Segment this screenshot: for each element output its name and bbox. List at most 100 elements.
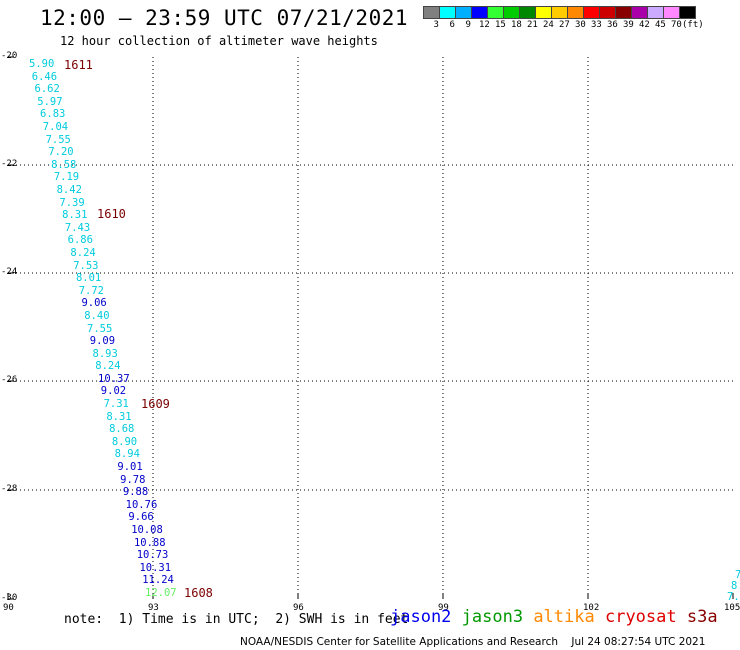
pass-time-label: 1611 [64, 58, 93, 72]
colorbar-label: 15 [495, 20, 506, 30]
wave-height-value: 8. [731, 580, 740, 592]
colorbar-swatch [423, 6, 440, 19]
wave-height-value: 10.08 [131, 524, 163, 537]
wave-height-value: 6.46 [31, 70, 58, 83]
pass-time-label: 1608 [184, 586, 213, 600]
colorbar-swatch [519, 6, 536, 19]
wave-height-value: 11.24 [142, 574, 174, 587]
wave-height-value: 10.76 [125, 498, 158, 511]
wave-height-value: 7.43 [64, 221, 91, 234]
wave-height-value: 8.40 [84, 309, 110, 322]
wave-height-value: 8.01 [75, 272, 102, 285]
wave-height-value: 8.58 [51, 158, 77, 171]
colorbar-swatch [615, 6, 632, 19]
legend-cryosat: cryosat [604, 607, 687, 627]
graticule-grid [7, 56, 734, 600]
wave-height-value: 9.78 [120, 473, 146, 486]
wave-height-value: 6.62 [34, 83, 60, 96]
colorbar-swatch [679, 6, 696, 19]
colorbar-swatch [471, 6, 488, 19]
colorbar-swatch [535, 6, 552, 19]
wave-height-value: 7.7 [727, 591, 740, 603]
wave-height-value: 8.24 [70, 246, 96, 259]
lat-label: -20 [1, 51, 18, 61]
colorbar-swatch [663, 6, 680, 19]
wave-height-value: 7.04 [42, 120, 69, 133]
units-note: note: 1) Time is in UTC; 2) SWH is in fe… [64, 612, 409, 627]
colorbar-label: 27 [559, 20, 570, 30]
colorbar-swatch [647, 6, 664, 19]
colorbar-label: 9 [465, 20, 471, 30]
colorbar-label: 45 [655, 20, 666, 30]
wave-height-value: 7 [735, 569, 740, 581]
wave-height-value: 8.93 [92, 347, 118, 360]
colorbar-label: 30 [575, 20, 586, 30]
wave-height-value: 8.68 [109, 423, 135, 436]
wave-height-value: 9.01 [117, 461, 143, 474]
colorbar-swatch [551, 6, 568, 19]
wave-height-value: 9.09 [89, 335, 116, 348]
map-title: 12:00 – 23:59 UTC 07/21/2021 [40, 6, 409, 30]
colorbar-swatch [567, 6, 584, 19]
wave-height-value: 9.66 [128, 511, 154, 524]
lat-label: -28 [1, 484, 18, 494]
colorbar-swatch [631, 6, 648, 19]
wave-height-value: 10.31 [139, 561, 172, 574]
colorbar-swatch [599, 6, 616, 19]
lat-label: -22 [1, 159, 18, 169]
colorbar-label: 24 [543, 20, 554, 30]
colorbar-label: 36 [607, 20, 618, 30]
lat-label: -24 [1, 267, 18, 277]
colorbar-label: 12 [479, 20, 490, 30]
legend-jason3: jason3 [461, 607, 534, 627]
lat-label: -30 [1, 593, 18, 603]
wave-height-value: 10.37 [98, 372, 130, 385]
wave-height-value: 9.02 [100, 385, 127, 398]
wave-height-value: 9.06 [81, 297, 107, 310]
colorbar-label: 18 [511, 20, 522, 30]
colorbar-label: 42 [639, 20, 650, 30]
wave-height-value: 7.31 [103, 398, 129, 411]
colorbar-swatch [583, 6, 600, 19]
map-subtitle: 12 hour collection of altimeter wave hei… [60, 34, 378, 48]
colorbar-label: 6 [449, 20, 455, 30]
satellite-legend: jason2 jason3 altika cryosat s3a [390, 607, 718, 627]
colorbar-label: 39 [623, 20, 634, 30]
wave-height-value: 5.90 [29, 58, 55, 70]
wave-height-value: 8.94 [114, 448, 140, 461]
lon-label: 90 [3, 603, 14, 613]
wave-height-value: 10.73 [136, 549, 169, 562]
legend-s3a: s3a [686, 607, 718, 627]
wave-height-value: 5.97 [37, 95, 63, 108]
wave-height-value: 7.20 [48, 146, 74, 159]
wave-height-value: 7.55 [45, 133, 71, 146]
colorbar-label: (ft) [682, 20, 704, 30]
wave-height-value: 7.55 [87, 322, 113, 335]
wave-height-value: 7.72 [78, 284, 104, 297]
wave-height-colorbar [423, 6, 696, 19]
lon-label: 99 [438, 603, 449, 613]
colorbar-label: 70 [671, 20, 682, 30]
wave-height-value: 7.19 [53, 171, 80, 184]
footer-credit: NOAA/NESDIS Center for Satellite Applica… [240, 636, 706, 648]
colorbar-swatch [455, 6, 472, 19]
colorbar-swatch [503, 6, 520, 19]
pass-time-label: 1609 [141, 397, 170, 411]
wave-height-value: 8.42 [56, 183, 82, 196]
wave-height-value: 8.24 [95, 360, 121, 373]
wave-height-value: 8.90 [111, 435, 138, 448]
wave-height-value: 6.86 [67, 234, 93, 247]
lat-label: -26 [1, 375, 18, 385]
wave-height-value: 8.31 [62, 209, 88, 222]
lon-label: 93 [148, 603, 159, 613]
colorbar-swatch [439, 6, 456, 19]
pass-time-label: 1610 [97, 207, 126, 221]
legend-altika: altika [533, 607, 605, 627]
wave-height-value: 7.39 [59, 196, 85, 209]
colorbar-label: 33 [591, 20, 602, 30]
lon-label: 102 [583, 603, 600, 613]
legend-jason2: jason2 [390, 607, 462, 627]
colorbar-label: 3 [433, 20, 439, 30]
wave-height-value: 6.83 [40, 108, 66, 121]
colorbar-labels: 3 6 9 12 15 18 21 24 27 30 33 36 39 42 45 70 (ft) [423, 20, 740, 32]
